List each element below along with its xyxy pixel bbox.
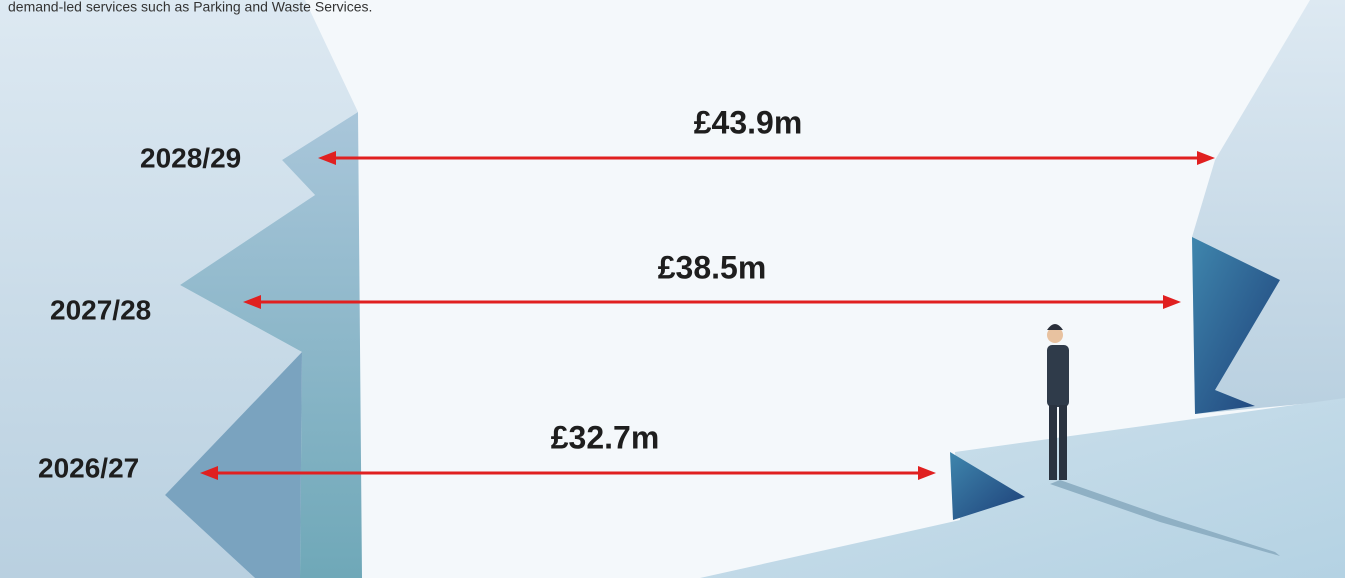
year-label: 2027/28: [50, 294, 151, 325]
amount-label: £38.5m: [658, 249, 767, 285]
year-label: 2028/29: [140, 142, 241, 173]
left-cliff-shadow: [165, 352, 302, 578]
header-text: demand-led services such as Parking and …: [8, 0, 372, 15]
arrows: [200, 151, 1215, 480]
amount-label: £32.7m: [551, 419, 660, 455]
left-cliff: [0, 0, 358, 578]
right-cliff-face: [1192, 237, 1280, 414]
ground: [700, 398, 1345, 578]
ledge: [950, 452, 1025, 520]
amount-label: £43.9m: [694, 104, 803, 140]
left-cliff-face: [180, 112, 362, 578]
shadow: [1050, 480, 1280, 556]
year-label: 2026/27: [38, 452, 139, 483]
person: [1047, 324, 1069, 480]
